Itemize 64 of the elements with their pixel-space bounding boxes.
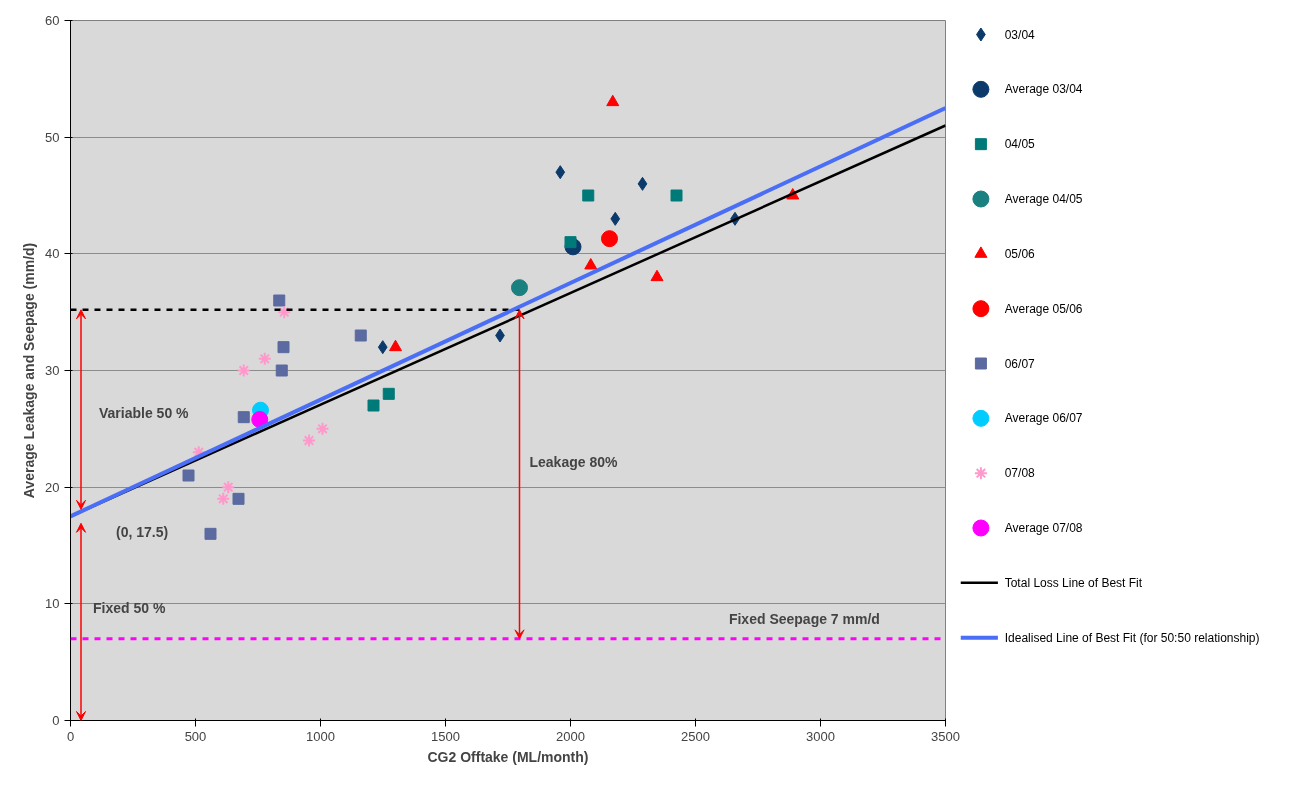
y-tick-label: 30 [45, 363, 60, 378]
point [367, 399, 380, 412]
point [582, 189, 595, 202]
x-tick-label: 1000 [306, 728, 335, 744]
x-tick-label: 0 [66, 728, 75, 744]
point [277, 341, 290, 354]
y-tick-label: 60 [45, 13, 60, 28]
annotation: Variable 50 % [99, 405, 190, 422]
legend-label: Total Loss Line of Best Fit [1004, 575, 1143, 590]
point [216, 491, 231, 506]
y-tick-label: 50 [45, 129, 60, 145]
legend-label: 05/06 [1004, 246, 1036, 261]
x-tick-label: 1500 [431, 728, 460, 744]
point [555, 165, 566, 180]
legend-label: Average 07/08 [1004, 521, 1083, 535]
y-tick-label: 10 [45, 596, 60, 612]
point [584, 258, 598, 270]
x-axis-title: CG2 Offtake (ML/month) [427, 748, 589, 765]
x-tick-label: 3500 [931, 728, 960, 744]
point [302, 433, 316, 448]
point [232, 492, 245, 505]
point [221, 480, 236, 495]
point [601, 230, 618, 248]
legend-label: Average 05/06 [1004, 301, 1083, 316]
legend-label: Average 03/04 [1004, 82, 1083, 97]
y-axis-title: Average Leakage and Seepage (mm/d) [21, 242, 38, 499]
annotation: (0, 17.5) [116, 524, 169, 541]
point [377, 340, 388, 355]
point [257, 351, 272, 366]
point [236, 363, 251, 378]
legend-label: 07/08 [1004, 466, 1036, 481]
point [315, 421, 330, 436]
point [273, 294, 286, 307]
y-tick-label: 0 [52, 713, 60, 728]
annotation: Leakage 80% [529, 454, 618, 471]
legend-label: Idealised Line of Best Fit (for 50:50 relationship) [1004, 630, 1260, 645]
point [389, 339, 402, 352]
point [275, 364, 288, 377]
point [650, 269, 664, 282]
point [610, 211, 621, 226]
point [382, 387, 395, 400]
point [637, 176, 648, 191]
point [670, 189, 683, 202]
annotation: Fixed 50 % [93, 600, 166, 617]
x-tick-label: 2000 [556, 728, 585, 744]
point [511, 279, 528, 297]
ref-line-label: Fixed Seepage 7 mm/d [728, 610, 880, 627]
legend-label: Average 04/05 [1004, 192, 1083, 206]
y-tick-label: 20 [45, 479, 60, 495]
legend-label: 04/05 [1004, 137, 1036, 152]
point [277, 305, 292, 320]
point [606, 94, 620, 107]
legend-label: 06/07 [1004, 356, 1036, 371]
point [251, 411, 269, 428]
legend-label: 03/04 [1004, 27, 1036, 42]
y-tick-label: 40 [45, 246, 60, 262]
x-tick-label: 3000 [806, 728, 835, 744]
point [354, 329, 367, 342]
point [182, 469, 195, 482]
x-tick-label: 500 [184, 728, 207, 744]
x-tick-label: 2500 [681, 728, 710, 744]
point [237, 411, 250, 424]
point [204, 527, 217, 540]
legend-label: Average 06/07 [1004, 411, 1083, 426]
